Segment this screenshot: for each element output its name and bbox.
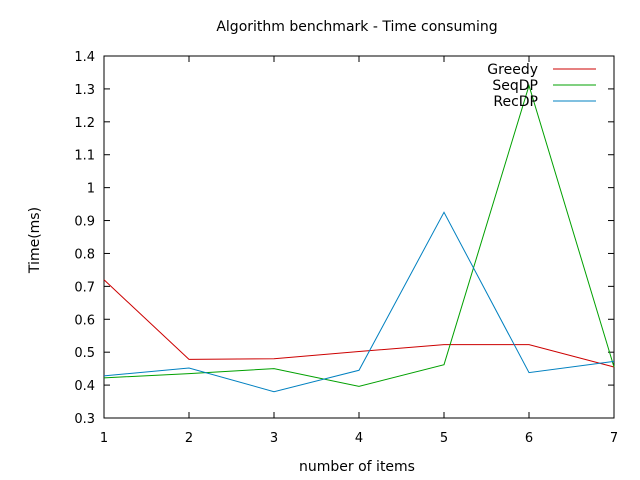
x-tick-label: 3 [270, 431, 278, 446]
y-tick-label: 1.4 [74, 50, 95, 65]
y-tick-label: 0.4 [74, 379, 95, 394]
plot-area-frame [103, 55, 615, 419]
y-tick-label: 0.9 [74, 215, 95, 230]
y-tick-label: 1.1 [74, 149, 95, 164]
y-tick-label: 0.5 [74, 346, 95, 361]
legend-label: Greedy [487, 62, 538, 78]
y-tick-label: 0.6 [74, 313, 95, 328]
series-line-seqdp [103, 83, 615, 387]
x-tick-label: 6 [525, 431, 533, 446]
y-tick-label: 1 [87, 182, 95, 197]
series-line-recdp [103, 211, 615, 393]
x-tick-label: 1 [100, 431, 108, 446]
x-tick-label: 7 [610, 431, 618, 446]
y-tick-label: 0.8 [74, 247, 95, 262]
x-tick-label: 2 [185, 431, 193, 446]
x-axis-label: number of items [299, 459, 415, 475]
series-lines [103, 83, 615, 393]
x-tick-label: 4 [355, 431, 363, 446]
y-tick-label: 0.7 [74, 280, 95, 295]
x-tick-label: 5 [440, 431, 448, 446]
legend-label: SeqDP [492, 78, 538, 94]
axis-ticks: 0.3 0.4 0.5 0.6 0.7 0.8 0.9 1 1.1 1.2 1.3 1.4 1 2 3 4 5 6… [74, 50, 618, 446]
legend-label: RecDP [493, 94, 538, 110]
y-axis-label: Time(ms) [27, 207, 43, 274]
y-tick-label: 1.2 [74, 116, 95, 131]
y-tick-label: 1.3 [74, 83, 95, 98]
chart-title: Algorithm benchmark - Time consuming [216, 19, 497, 35]
series-line-greedy [103, 279, 615, 368]
y-tick-label: 0.3 [74, 412, 95, 427]
